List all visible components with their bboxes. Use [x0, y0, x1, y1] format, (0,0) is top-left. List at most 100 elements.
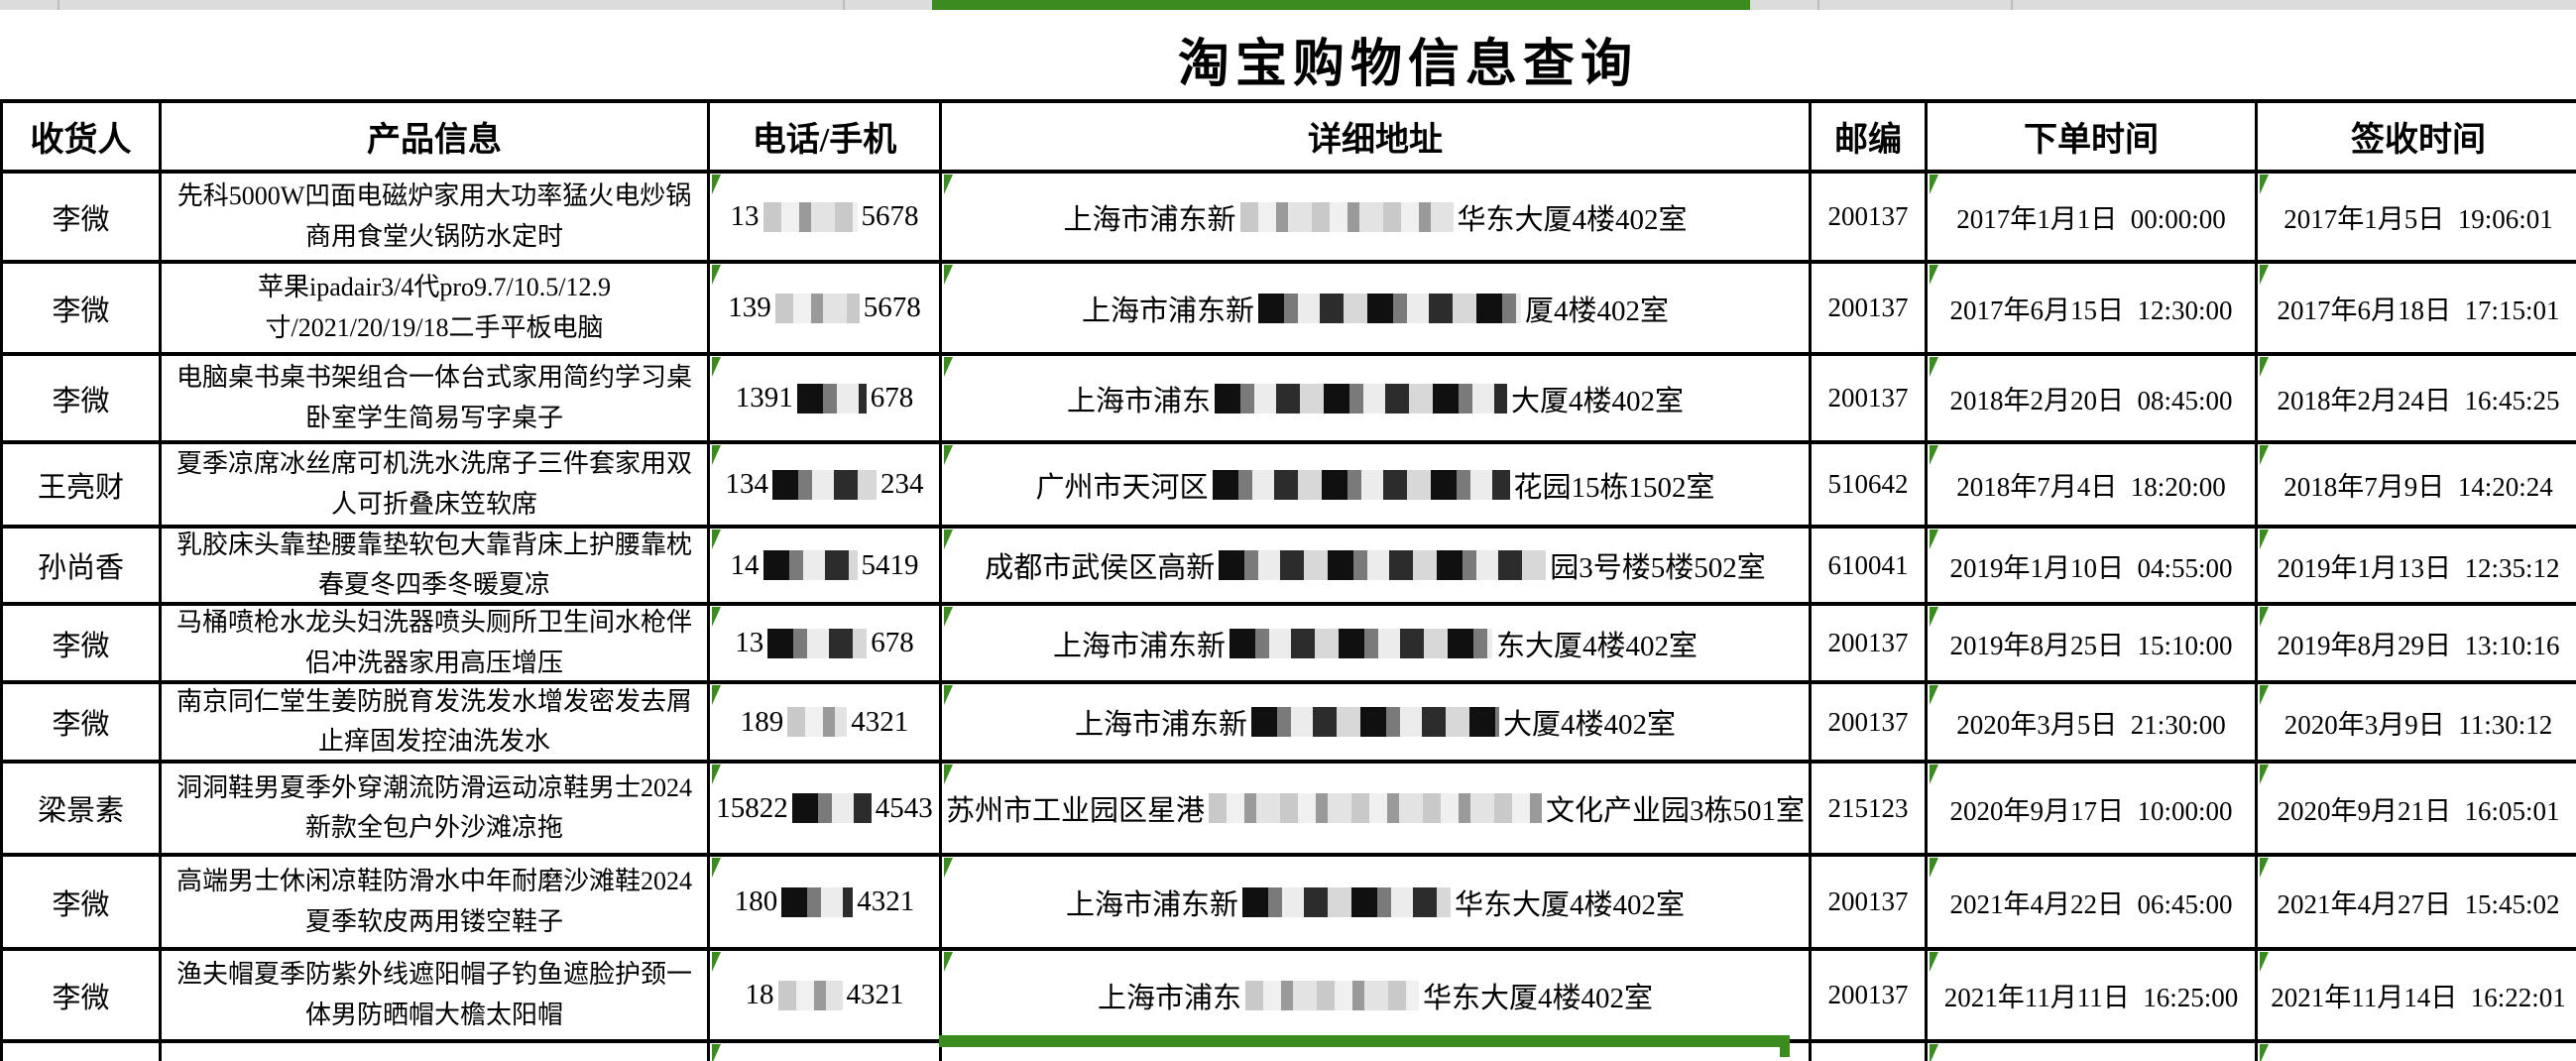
phone-cell[interactable]: 14 5419 [710, 529, 942, 606]
zip-cell[interactable]: 200137 [1812, 951, 1928, 1043]
address-cell[interactable]: 上海市浦东新 东大厦4楼402室 [942, 606, 1812, 684]
zip-cell[interactable]: 510642 [1812, 444, 1928, 529]
order-time-cell[interactable]: 2018年7月4日 18:20:00 [1928, 444, 2258, 529]
zip-cell[interactable]: 610041 [1812, 529, 1928, 606]
address-cell[interactable]: 上海市浦东新 厦4楼402室 [942, 264, 1812, 356]
header-zip[interactable]: 邮编 [1812, 103, 1928, 174]
redaction-blur [767, 628, 868, 658]
address-cell[interactable]: 上海市浦东新 大厦4楼402室 [942, 684, 1812, 764]
zip-cell[interactable]: 200137 [1812, 606, 1928, 684]
phone-cell[interactable]: 139 5678 [710, 264, 942, 356]
order-time-cell[interactable]: 2019年1月10日 04:55:00 [1928, 529, 2258, 606]
recipient-cell[interactable]: 梁景素 [3, 764, 162, 857]
phone-suffix: 678 [870, 382, 914, 413]
product-cell[interactable]: 苹果ipadair3/4代pro9.7/10.5/12.9寸/2021/20/1… [162, 264, 710, 356]
partial-row-cell[interactable] [1812, 1043, 1928, 1061]
order-time-cell[interactable]: 2017年6月15日 12:30:00 [1928, 264, 2258, 356]
product-cell[interactable]: 渔夫帽夏季防紫外线遮阳帽子钓鱼遮脸护颈一体男防晒帽大檐太阳帽 [162, 951, 710, 1043]
number-as-text-indicator [2260, 445, 2269, 465]
zip-cell[interactable]: 200137 [1812, 857, 1928, 951]
number-as-text-indicator [2260, 530, 2269, 549]
partial-row-cell[interactable] [3, 1043, 162, 1061]
zip-text: 200137 [1827, 886, 1909, 916]
phone-cell[interactable]: 1391 678 [710, 356, 942, 444]
recipient-cell[interactable]: 孙尚香 [3, 529, 162, 606]
zip-cell[interactable]: 215123 [1812, 764, 1928, 857]
recipient-cell[interactable]: 李微 [3, 951, 162, 1043]
address-prefix: 上海市浦东新 [1065, 888, 1238, 921]
partial-row-cell[interactable] [1928, 1043, 2258, 1061]
sign-time-cell[interactable]: 2017年6月18日 17:15:01 [2258, 264, 2576, 356]
zip-cell[interactable]: 200137 [1812, 356, 1928, 444]
partial-row-cell[interactable] [2258, 1043, 2576, 1061]
sign-time-cell[interactable]: 2021年11月14日 16:22:01 [2258, 951, 2576, 1043]
header-order-time[interactable]: 下单时间 [1928, 103, 2258, 174]
product-cell[interactable]: 洞洞鞋男夏季外穿潮流防滑运动凉鞋男士2024新款全包户外沙滩凉拖 [162, 764, 710, 857]
order-time-cell[interactable]: 2021年4月22日 06:45:00 [1928, 857, 2258, 951]
recipient-cell[interactable]: 李微 [3, 174, 162, 264]
header-address[interactable]: 详细地址 [942, 103, 1812, 174]
order-time-cell[interactable]: 2018年2月20日 08:45:00 [1928, 356, 2258, 444]
phone-cell[interactable]: 134 234 [710, 444, 942, 529]
address-cell[interactable]: 上海市浦东新 华东大厦4楼402室 [942, 857, 1812, 951]
recipient-cell[interactable]: 李微 [3, 857, 162, 951]
address-cell[interactable]: 成都市武侯区高新 园3号楼5楼502室 [942, 529, 1812, 606]
sign-time-cell[interactable]: 2017年1月5日 19:06:01 [2258, 174, 2576, 264]
address-cell[interactable]: 上海市浦东 大厦4楼402室 [942, 356, 1812, 444]
recipient-cell[interactable]: 李微 [3, 684, 162, 764]
header-phone[interactable]: 电话/手机 [710, 103, 942, 174]
sign-time-cell[interactable]: 2019年8月29日 13:10:16 [2258, 606, 2576, 684]
phone-cell[interactable]: 13 5678 [710, 174, 942, 264]
order-time-text: 2020年9月17日 10:00:00 [1949, 795, 2233, 826]
product-cell[interactable]: 马桶喷枪水龙头妇洗器喷头厕所卫生间水枪伴侣冲洗器家用高压增压 [162, 606, 710, 684]
order-time-cell[interactable]: 2020年9月17日 10:00:00 [1928, 764, 2258, 857]
recipient-cell[interactable]: 李微 [3, 264, 162, 356]
phone-cell[interactable]: 13 678 [710, 606, 942, 684]
product-cell[interactable]: 乳胶床头靠垫腰靠垫软包大靠背床上护腰靠枕春夏冬四季冬暖夏凉 [162, 529, 710, 606]
address-cell[interactable]: 上海市浦东 华东大厦4楼402室 [942, 951, 1812, 1043]
order-time-cell[interactable]: 2017年1月1日 00:00:00 [1928, 174, 2258, 264]
phone-cell[interactable]: 15822 4543 [710, 764, 942, 857]
address-suffix: 花园15栋1502室 [1513, 471, 1715, 504]
order-time-cell[interactable]: 2020年3月5日 21:30:00 [1928, 684, 2258, 764]
partial-row-cell[interactable] [710, 1043, 942, 1061]
phone-prefix: 14 [730, 548, 760, 581]
recipient-cell[interactable]: 王亮财 [3, 444, 162, 529]
header-product[interactable]: 产品信息 [162, 103, 710, 174]
order-time-cell[interactable]: 2019年8月25日 15:10:00 [1928, 606, 2258, 684]
sign-time-cell[interactable]: 2021年4月27日 15:45:02 [2258, 857, 2576, 951]
product-cell[interactable]: 先科5000W凹面电磁炉家用大功率猛火电炒锅商用食堂火锅防水定时 [162, 174, 710, 264]
product-cell[interactable]: 夏季凉席冰丝席可机洗水洗席子三件套家用双人可折叠床笠软席 [162, 444, 710, 529]
zip-cell[interactable]: 200137 [1812, 684, 1928, 764]
number-as-text-indicator [944, 685, 953, 705]
product-cell[interactable]: 高端男士休闲凉鞋防滑水中年耐磨沙滩鞋2024夏季软皮两用镂空鞋子 [162, 857, 710, 951]
sign-time-cell[interactable]: 2018年2月24日 16:45:25 [2258, 356, 2576, 444]
sign-time-cell[interactable]: 2020年3月9日 11:30:12 [2258, 684, 2576, 764]
partial-row-cell[interactable] [162, 1043, 710, 1061]
number-as-text-indicator [944, 952, 953, 972]
address-cell[interactable]: 广州市天河区 花园15栋1502室 [942, 444, 1812, 529]
recipient-cell[interactable]: 李微 [3, 606, 162, 684]
order-time-cell[interactable]: 2021年11月11日 16:25:00 [1928, 951, 2258, 1043]
product-cell[interactable]: 南京同仁堂生姜防脱育发洗发水增发密发去屑止痒固发控油洗发水 [162, 684, 710, 764]
number-as-text-indicator [944, 265, 953, 285]
header-sign-time[interactable]: 签收时间 [2258, 103, 2576, 174]
recipient-cell[interactable]: 李微 [3, 356, 162, 444]
sign-time-cell[interactable]: 2019年1月13日 12:35:12 [2258, 529, 2576, 606]
address-cell[interactable]: 苏州市工业园区星港 文化产业园3栋501室 [942, 764, 1812, 857]
recipient-text: 王亮财 [37, 471, 124, 504]
phone-cell[interactable]: 18 4321 [710, 951, 942, 1043]
recipient-text: 李微 [52, 385, 110, 417]
sign-time-cell[interactable]: 2018年7月9日 14:20:24 [2258, 444, 2576, 529]
phone-cell[interactable]: 189 4321 [710, 684, 942, 764]
sign-time-cell[interactable]: 2020年9月21日 16:05:01 [2258, 764, 2576, 857]
product-cell[interactable]: 电脑桌书桌书架组合一体台式家用简约学习桌卧室学生简易写字桌子 [162, 356, 710, 444]
zip-text: 200137 [1827, 980, 1909, 1009]
number-as-text-indicator [712, 765, 721, 784]
header-recipient[interactable]: 收货人 [3, 103, 162, 174]
address-cell[interactable]: 上海市浦东新 华东大厦4楼402室 [942, 174, 1812, 264]
phone-cell[interactable]: 180 4321 [710, 857, 942, 951]
zip-cell[interactable]: 200137 [1812, 174, 1928, 264]
zip-cell[interactable]: 200137 [1812, 264, 1928, 356]
recipient-text: 李微 [52, 295, 110, 327]
